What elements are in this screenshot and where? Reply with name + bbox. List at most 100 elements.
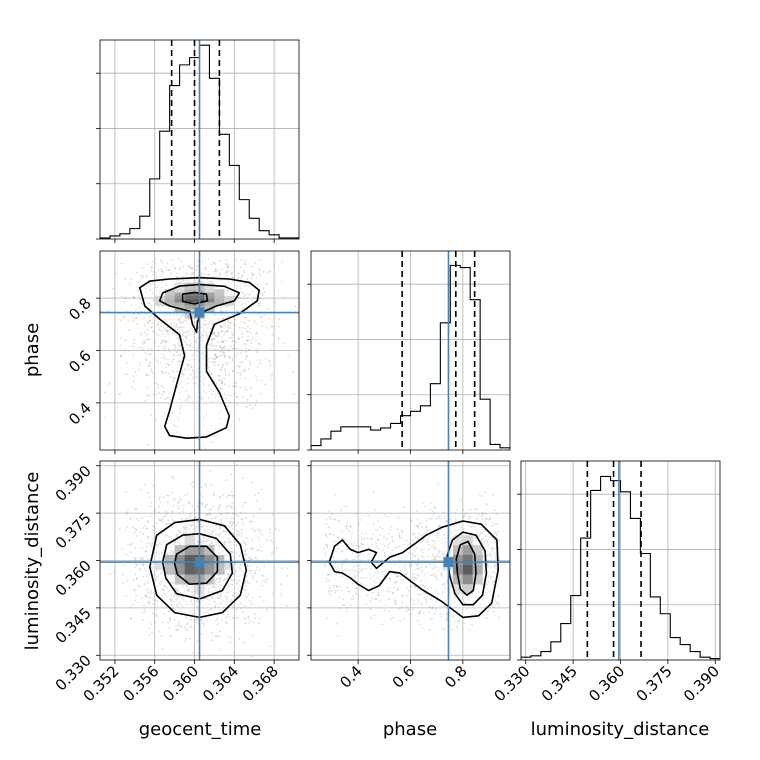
scatter-point (248, 319, 251, 322)
scatter-point (123, 300, 126, 303)
scatter-point (134, 317, 137, 320)
scatter-point (187, 517, 189, 520)
scatter-point (205, 324, 208, 327)
scatter-point (154, 579, 157, 582)
scatter-point (145, 570, 148, 572)
scatter-point (228, 537, 230, 540)
scatter-point (222, 341, 225, 344)
scatter-point (228, 373, 231, 376)
scatter-point (215, 533, 218, 536)
scatter-point (204, 363, 207, 366)
scatter-point (245, 517, 248, 520)
scatter-point (413, 568, 416, 571)
xlabel-geocent-time: geocent_time (139, 719, 262, 740)
scatter-point (362, 568, 365, 571)
scatter-point (169, 597, 171, 600)
scatter-point (336, 622, 338, 625)
scatter-point (236, 337, 239, 340)
scatter-point (326, 546, 329, 549)
scatter-point (162, 339, 165, 342)
scatter-point (167, 577, 170, 580)
scatter-point (149, 590, 152, 592)
scatter-point (468, 518, 471, 521)
scatter-point (484, 491, 487, 494)
scatter-point (231, 579, 234, 582)
scatter-point (219, 325, 222, 328)
scatter-point (326, 544, 329, 546)
scatter-point (245, 584, 248, 587)
scatter-point (185, 526, 188, 528)
scatter-point (188, 637, 191, 640)
scatter-point (413, 554, 416, 557)
scatter-point (238, 371, 240, 374)
scatter-point (228, 573, 231, 576)
scatter-point (269, 378, 272, 381)
scatter-point (161, 274, 164, 277)
scatter-point (218, 346, 221, 349)
scatter-point (163, 591, 165, 594)
scatter-point (232, 575, 235, 578)
scatter-point (208, 396, 210, 399)
scatter-point (124, 297, 127, 300)
hist-bin (541, 652, 551, 660)
scatter-point (223, 354, 226, 357)
scatter-point (249, 361, 251, 364)
scatter-point (185, 532, 188, 535)
scatter-point (221, 600, 224, 603)
scatter-point (433, 505, 436, 508)
scatter-point (169, 552, 172, 555)
scatter-point (247, 616, 250, 619)
scatter-point (211, 517, 214, 520)
scatter-point (223, 578, 226, 580)
scatter-point (247, 368, 250, 370)
scatter-point (222, 529, 225, 532)
scatter-point (216, 577, 218, 580)
scatter-point (398, 535, 401, 538)
scatter-point (449, 554, 452, 556)
scatter-point (220, 519, 223, 522)
scatter-point (189, 515, 192, 518)
scatter-point (360, 582, 363, 585)
scatter-point (208, 533, 211, 536)
scatter-point (178, 620, 181, 623)
scatter-point (425, 566, 427, 569)
scatter-point (281, 260, 284, 263)
scatter-point (427, 555, 430, 558)
scatter-point (167, 610, 170, 613)
scatter-point (468, 515, 471, 518)
scatter-point (244, 377, 247, 380)
scatter-point (336, 585, 338, 588)
scatter-point (181, 597, 184, 600)
scatter-point (409, 542, 412, 545)
scatter-point (246, 278, 248, 281)
scatter-point (148, 542, 151, 545)
density-cell (184, 535, 195, 546)
scatter-point (201, 260, 204, 263)
scatter-point (353, 569, 355, 572)
scatter-point (156, 615, 159, 617)
scatter-point (192, 481, 194, 483)
scatter-point (248, 556, 251, 559)
scatter-point (250, 272, 253, 275)
scatter-point (186, 357, 188, 360)
scatter-point (227, 505, 230, 507)
scatter-point (259, 316, 262, 318)
scatter-point (434, 556, 437, 559)
density-cell (452, 554, 463, 565)
scatter-point (267, 308, 269, 310)
scatter-point (131, 526, 134, 529)
scatter-point (233, 340, 236, 343)
scatter-point (171, 411, 174, 414)
scatter-point (234, 579, 237, 581)
scatter-point (437, 532, 440, 535)
scatter-point (358, 571, 361, 574)
scatter-point (215, 516, 218, 518)
scatter-point (181, 517, 184, 520)
scatter-point (233, 557, 236, 560)
scatter-point (178, 530, 180, 533)
scatter-point (231, 271, 233, 274)
scatter-point (186, 344, 188, 346)
scatter-point (192, 369, 195, 372)
scatter-point (416, 524, 419, 527)
scatter-point (215, 603, 218, 606)
